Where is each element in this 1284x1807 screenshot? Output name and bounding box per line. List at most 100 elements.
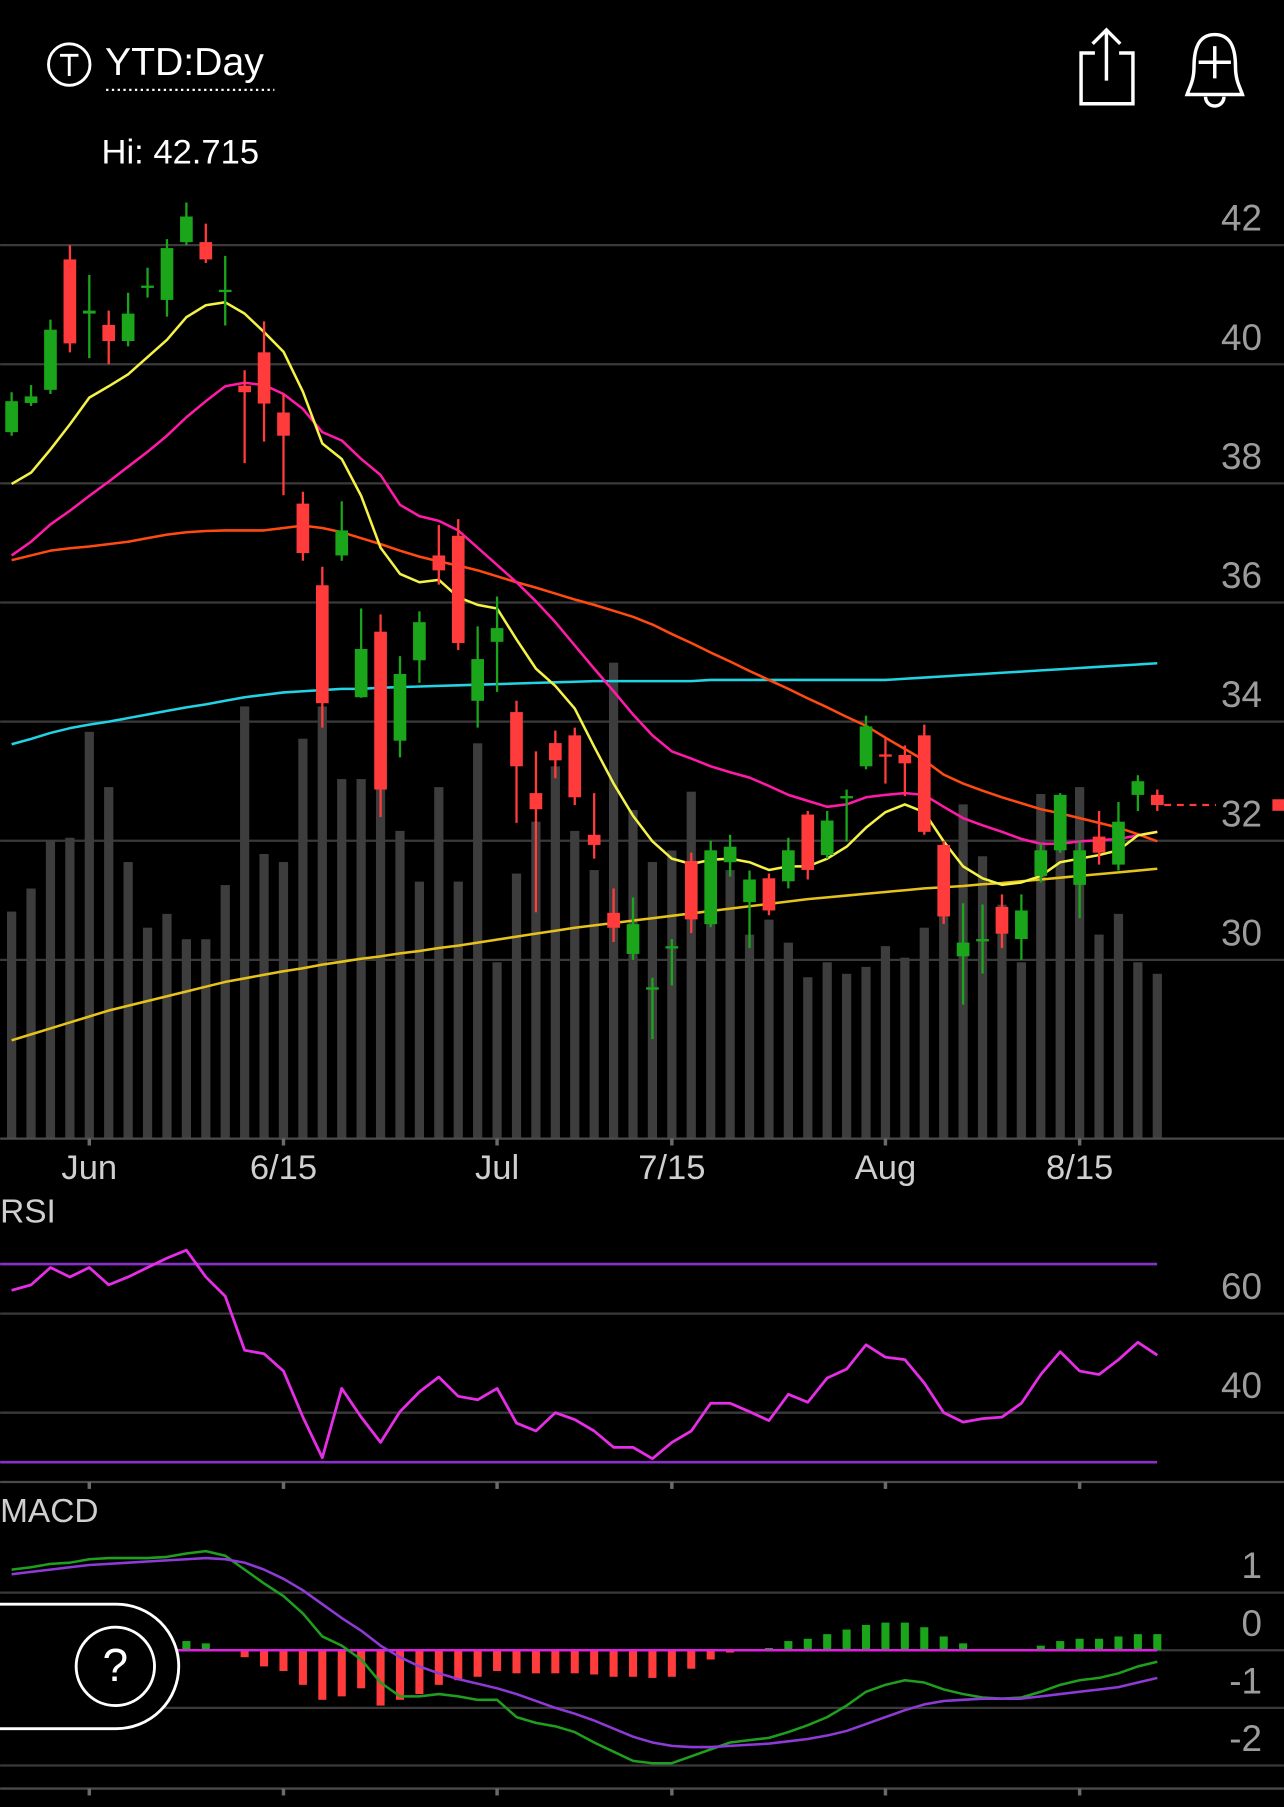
volume-bar (473, 743, 483, 1139)
help-circle (74, 1625, 156, 1708)
histogram-bar (842, 1629, 851, 1651)
indicator-line (11, 1549, 1158, 1765)
candle-body (548, 743, 562, 761)
x-tick-label: 8/15 (1046, 1149, 1113, 1187)
candle-body (1034, 850, 1048, 876)
histogram-bar (628, 1650, 638, 1677)
histogram-bar (920, 1627, 929, 1651)
volume-bar (997, 904, 1007, 1139)
volume-bar (511, 873, 522, 1139)
help-label[interactable]: ? (103, 1639, 129, 1691)
volume-bar (1113, 913, 1124, 1139)
histogram-bar (551, 1650, 560, 1674)
candle-body (859, 726, 873, 767)
histogram-bar (687, 1650, 696, 1669)
histogram-bar (260, 1650, 269, 1667)
candle-body (141, 285, 154, 288)
volume-bar (531, 821, 541, 1139)
histogram-bar (201, 1643, 210, 1651)
histogram-bar (473, 1650, 482, 1677)
candle-body (490, 628, 504, 642)
panel-title: MACD (0, 1493, 98, 1530)
candle-body (335, 530, 349, 556)
volume-bar (414, 881, 425, 1139)
volume-bar (861, 966, 871, 1139)
candle-body (626, 924, 640, 954)
y-tick-label: 40 (1221, 317, 1262, 358)
high-label: Hi: 42.715 (102, 134, 260, 172)
histogram-bar (823, 1634, 832, 1651)
indicator-line (11, 524, 1158, 843)
histogram-bar (454, 1650, 463, 1681)
volume-bar (1094, 934, 1104, 1139)
candle-body (956, 942, 970, 957)
volume-bar (220, 885, 230, 1139)
volume-bar (939, 902, 949, 1139)
volume-bar (201, 939, 211, 1139)
candle-body (315, 585, 329, 704)
y-tick-label: 36 (1221, 555, 1262, 596)
histogram-bar (279, 1650, 288, 1672)
volume-bar (1152, 973, 1162, 1139)
y-tick-label: -1 (1229, 1660, 1262, 1701)
volume-bar (1016, 962, 1026, 1139)
volume-bar (337, 779, 347, 1139)
x-tick-label: Jun (61, 1149, 117, 1187)
candle-body (44, 329, 57, 390)
indicator-line (11, 661, 1158, 746)
candle-body (879, 754, 892, 757)
volume-bar (1055, 798, 1065, 1139)
volume-bar (26, 888, 36, 1139)
candle-body (801, 814, 815, 870)
candle-body (607, 912, 620, 928)
volume-bar (492, 962, 502, 1139)
volume-bar (783, 942, 793, 1139)
y-tick-label: 0 (1242, 1603, 1262, 1644)
candle-body (995, 906, 1009, 934)
candle-body (63, 259, 77, 344)
histogram-bar (1133, 1634, 1142, 1651)
volume-bar (259, 853, 269, 1139)
histogram-bar (939, 1636, 948, 1651)
bell-clapper (1203, 96, 1226, 108)
histogram-bar (570, 1650, 579, 1674)
candle-body (782, 850, 795, 882)
histogram-bar (337, 1650, 346, 1697)
candle-body (665, 946, 679, 949)
help-button[interactable]: ? (0, 1602, 181, 1731)
candle-body (5, 401, 18, 433)
candle-body (840, 796, 853, 799)
candle-body (587, 834, 601, 845)
candle-body (704, 850, 718, 925)
period-label[interactable]: YTD:Day (105, 41, 264, 84)
y-tick-label: 38 (1221, 436, 1262, 477)
share-button[interactable] (1079, 27, 1135, 106)
histogram-bar (318, 1650, 327, 1700)
volume-bar (1075, 787, 1085, 1139)
alert-button[interactable] (1184, 32, 1245, 108)
bell-plus (1198, 46, 1231, 79)
histogram-bar (609, 1650, 618, 1677)
histogram-bar (1153, 1634, 1162, 1651)
histogram-bar (298, 1650, 307, 1685)
volume-bar (842, 973, 852, 1139)
histogram-bar (240, 1650, 249, 1658)
histogram-bar (1036, 1645, 1045, 1651)
candle-body (393, 673, 407, 741)
y-tick-label: 30 (1221, 912, 1262, 953)
candle-body (374, 631, 387, 790)
last-price-marker (1272, 799, 1284, 811)
volume-bar (123, 862, 133, 1139)
volume-bar (434, 787, 444, 1139)
volume-bar (453, 881, 463, 1139)
period-selector[interactable]: YTD:Day (47, 41, 275, 92)
candle-body (121, 313, 135, 342)
candle-body (1053, 794, 1067, 851)
candle-body (471, 659, 485, 701)
candle-body (24, 396, 38, 403)
volume-bar (278, 862, 289, 1139)
y-tick-label: 32 (1221, 793, 1262, 834)
